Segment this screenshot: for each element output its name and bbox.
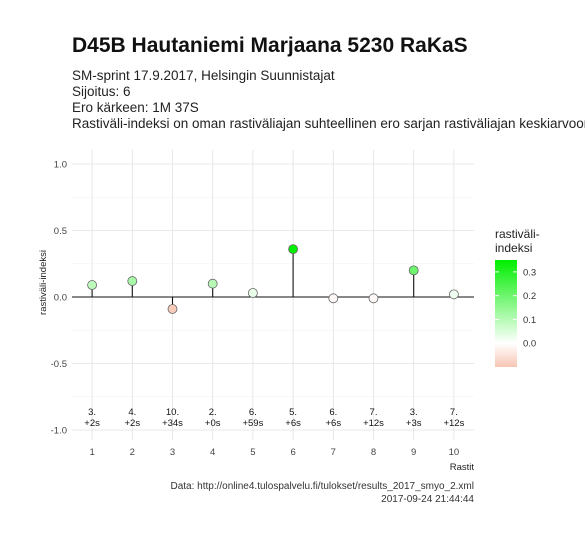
- time-diff-label: +59s: [242, 418, 263, 429]
- rank-label: 5.: [289, 407, 297, 418]
- rank-label: 2.: [209, 407, 217, 418]
- time-diff-label: +2s: [125, 418, 141, 429]
- x-tick-label: 10: [449, 447, 460, 458]
- data-point: [87, 280, 97, 290]
- rank-label: 10.: [166, 407, 179, 418]
- subtitle-line-3: Ero kärkeen: 1M 37S: [72, 100, 199, 115]
- time-diff-label: +3s: [406, 418, 422, 429]
- time-diff-label: +6s: [326, 418, 342, 429]
- rank-label: 3.: [88, 407, 96, 418]
- legend-title-line: rastiväli-: [495, 227, 540, 241]
- chart-title: D45B Hautaniemi Marjaana 5230 RaKaS: [72, 34, 468, 57]
- data-point: [368, 293, 379, 304]
- time-diff-label: +0s: [205, 418, 221, 429]
- time-diff-label: +34s: [162, 418, 183, 429]
- x-axis-label: Rastit: [450, 462, 475, 473]
- x-tick-label: 8: [371, 447, 376, 458]
- data-point: [207, 278, 218, 289]
- legend-tick-label: 0.2: [523, 291, 536, 302]
- rank-label: 7.: [370, 407, 378, 418]
- x-tick-label: 4: [210, 447, 215, 458]
- x-tick-label: 2: [130, 447, 135, 458]
- time-diff-label: +12s: [443, 418, 464, 429]
- rank-label: 7.: [450, 407, 458, 418]
- y-tick-label: 1.0: [54, 160, 67, 171]
- x-tick-label: 5: [250, 447, 255, 458]
- legend-colorbar: [495, 260, 517, 367]
- data-point: [408, 265, 419, 276]
- data-point: [328, 293, 339, 304]
- time-diff-label: +6s: [285, 418, 301, 429]
- subtitle-line-4: Rastiväli-indeksi on oman rastiväliajan …: [72, 116, 585, 131]
- y-axis-label: rastiväli-indeksi: [38, 250, 49, 315]
- x-tick-label: 6: [290, 447, 295, 458]
- x-tick-label: 1: [89, 447, 94, 458]
- rank-label: 4.: [128, 407, 136, 418]
- time-diff-label: +2s: [84, 418, 100, 429]
- y-tick-label: 0.0: [54, 293, 67, 304]
- data-point: [167, 304, 178, 314]
- data-point: [247, 288, 258, 298]
- rank-label: 6.: [249, 407, 257, 418]
- legend-title-line: indeksi: [495, 241, 532, 255]
- y-tick-label: 0.5: [54, 226, 67, 237]
- x-tick-label: 7: [331, 447, 336, 458]
- subtitle-line-1: SM-sprint 17.9.2017, Helsingin Suunnista…: [72, 68, 335, 83]
- data-point: [448, 289, 459, 300]
- subtitle-line-2: Sijoitus: 6: [72, 84, 131, 99]
- data-source-note: Data: http://online4.tulospalvelu.fi/tul…: [170, 481, 474, 492]
- timestamp-note: 2017-09-24 21:44:44: [381, 494, 474, 505]
- data-point: [288, 244, 299, 255]
- legend-tick-label: 0.1: [523, 315, 536, 326]
- legend-tick-label: 0.3: [523, 267, 536, 278]
- y-tick-label: -1.0: [51, 426, 67, 437]
- rank-label: 3.: [410, 407, 418, 418]
- time-diff-label: +12s: [363, 418, 384, 429]
- x-tick-label: 3: [170, 447, 175, 458]
- rank-label: 6.: [329, 407, 337, 418]
- x-tick-label: 9: [411, 447, 416, 458]
- data-point: [127, 276, 138, 286]
- y-tick-label: -0.5: [51, 359, 67, 370]
- legend-tick-label: 0.0: [523, 339, 536, 350]
